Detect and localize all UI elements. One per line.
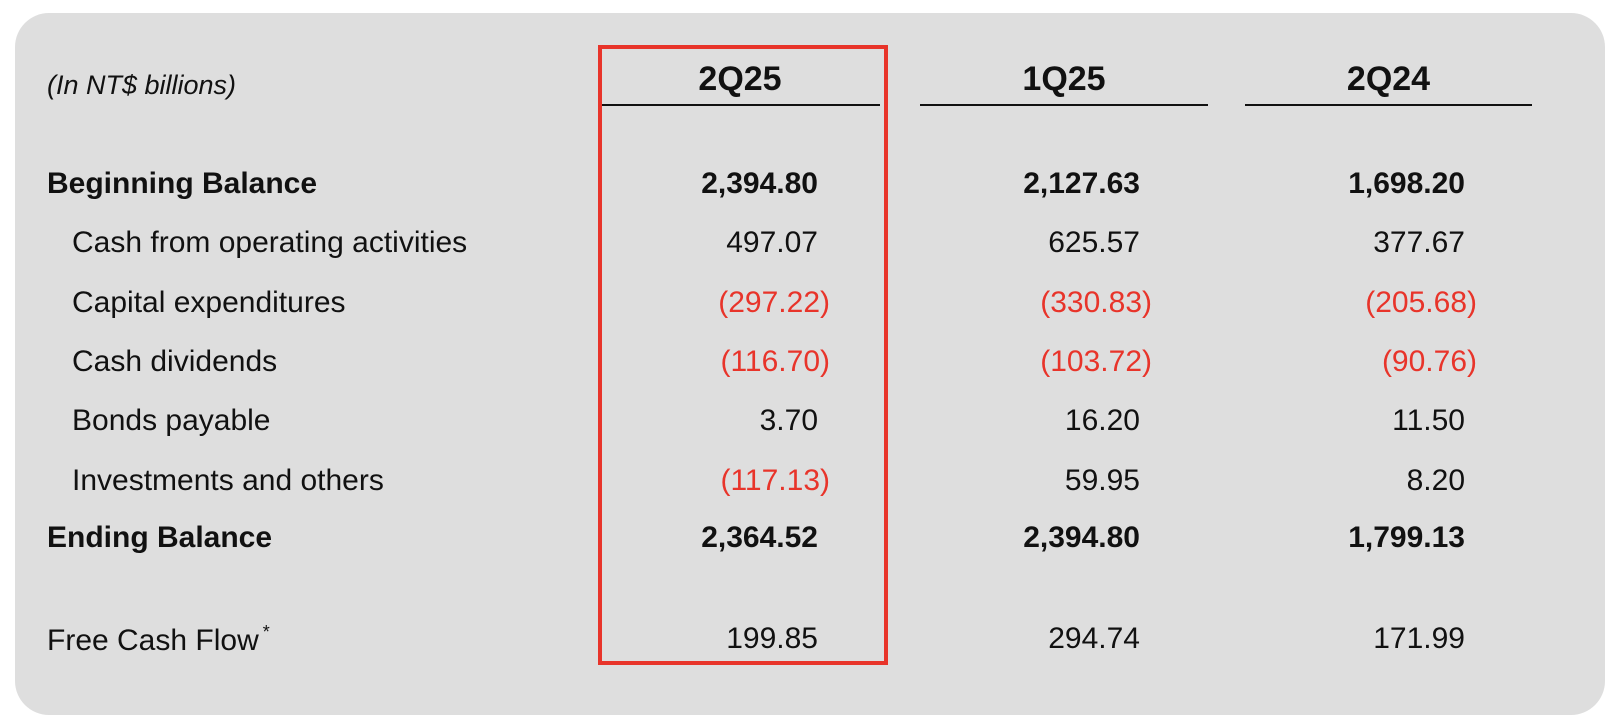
cell-beginning-2q24: 1,698.20: [1348, 167, 1465, 200]
column-underline-2q25: [600, 104, 880, 106]
row-label-free-cash-flow: Free Cash Flow *: [47, 622, 270, 658]
row-label-capex: Capital expenditures: [72, 286, 346, 319]
cash-flow-panel: [15, 13, 1605, 715]
units-label: (In NT$ billions): [47, 70, 237, 100]
column-header-1q25: 1Q25: [1022, 60, 1106, 98]
cell-bonds-2q25: 3.70: [759, 404, 818, 437]
column-underline-2q24: [1245, 104, 1532, 106]
cell-dividends-2q25: (116.70): [720, 345, 830, 378]
highlight-box-2q25: [598, 45, 888, 665]
cell-capex-2q25: (297.22): [718, 286, 830, 319]
column-underline-1q25: [920, 104, 1208, 106]
row-label-investments: Investments and others: [72, 464, 384, 497]
cell-ending-2q25: 2,364.52: [701, 521, 818, 554]
column-header-2q24: 2Q24: [1346, 60, 1431, 98]
footnote-marker: *: [262, 622, 270, 642]
cell-fcf-1q25: 294.74: [1048, 622, 1140, 655]
row-label-beginning-balance: Beginning Balance: [47, 167, 318, 200]
cell-capex-2q24: (205.68): [1365, 286, 1477, 319]
cell-ending-1q25: 2,394.80: [1023, 521, 1140, 554]
row-label-dividends: Cash dividends: [72, 345, 278, 378]
cell-beginning-1q25: 2,127.63: [1023, 167, 1140, 200]
cell-fcf-2q25: 199.85: [726, 622, 818, 655]
cell-operating-2q25: 497.07: [726, 226, 818, 259]
cell-investments-2q24: 8.20: [1406, 464, 1465, 497]
cell-capex-1q25: (330.83): [1040, 286, 1152, 319]
column-header-2q25: 2Q25: [698, 60, 782, 98]
cell-investments-1q25: 59.95: [1064, 464, 1140, 497]
cell-ending-2q24: 1,799.13: [1348, 521, 1465, 554]
cell-fcf-2q24: 171.99: [1373, 622, 1465, 655]
cell-dividends-2q24: (90.76): [1381, 345, 1477, 378]
cell-beginning-2q25: 2,394.80: [701, 167, 818, 200]
cell-operating-1q25: 625.57: [1048, 226, 1140, 259]
cell-bonds-2q24: 11.50: [1392, 404, 1465, 437]
cell-operating-2q24: 377.67: [1373, 226, 1465, 259]
cell-bonds-1q25: 16.20: [1064, 404, 1140, 437]
row-label-operating-cash: Cash from operating activities: [72, 226, 468, 259]
cell-investments-2q25: (117.13): [720, 464, 830, 497]
row-label-ending-balance: Ending Balance: [47, 521, 273, 554]
cell-dividends-1q25: (103.72): [1040, 345, 1152, 378]
free-cash-flow-text: Free Cash Flow: [47, 624, 259, 657]
row-label-bonds: Bonds payable: [72, 404, 271, 437]
